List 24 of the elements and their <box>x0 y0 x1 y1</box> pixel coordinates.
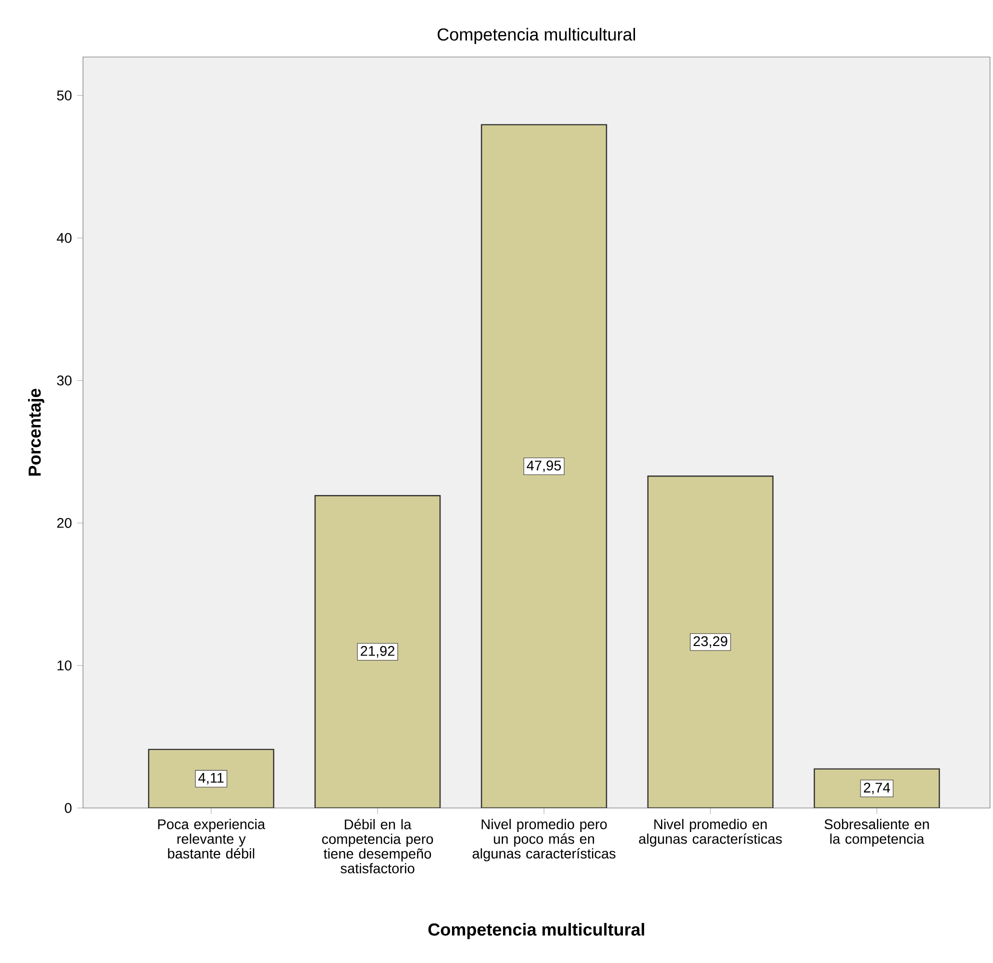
data-label: 21,92 <box>360 646 394 658</box>
bar <box>814 768 940 808</box>
data-label: 2,74 <box>864 782 890 794</box>
y-tick-label: 50 <box>57 90 72 100</box>
x-tick-label: Nivel promedio en algunas características <box>639 818 782 847</box>
bar <box>480 124 608 808</box>
y-axis-title: Porcentaje <box>28 388 44 476</box>
bar <box>647 475 774 808</box>
x-axis-title: Competencia multicultural <box>428 922 644 940</box>
x-tick-label: Débil en la competencia pero tiene desempeño satisfactorio <box>322 818 433 874</box>
y-tick-label: 40 <box>56 233 72 243</box>
y-tick-label: 30 <box>57 376 72 386</box>
x-tick-label: Sobresaliente en la competencia <box>824 818 929 847</box>
x-tick-label: Nivel promedio pero un poco más en algunas características <box>472 818 616 862</box>
data-label: 47,95 <box>526 460 561 472</box>
bar <box>148 749 274 808</box>
chart-title: Competencia multicultural <box>438 28 636 44</box>
y-tick-label: 0 <box>64 803 72 813</box>
data-label: 4,11 <box>198 773 224 784</box>
x-tick-label: Poca experiencia relevante y bastante débil <box>158 818 266 859</box>
y-tick-label: 10 <box>58 660 72 670</box>
data-label: 23,29 <box>694 636 728 648</box>
bar <box>314 495 441 808</box>
y-tick-label: 20 <box>57 518 72 528</box>
